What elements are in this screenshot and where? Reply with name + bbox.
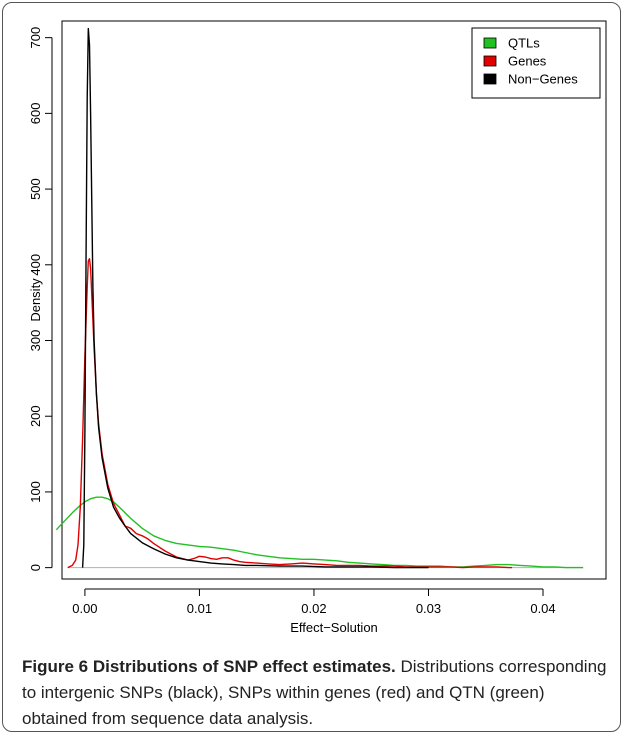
series-layer [55,27,584,569]
y-axis-label: Density [28,278,43,322]
series-line-2 [81,27,429,569]
legend-label-1: Genes [508,54,547,69]
legend-swatch-2 [483,73,497,85]
y-tick-label: 700 [28,27,43,49]
y-tick-label: 100 [28,481,43,503]
figure-caption: Figure 6 Distributions of SNP effect est… [22,654,607,732]
caption-title: Figure 6 Distributions of SNP effect est… [22,657,396,676]
legend-swatch-0 [483,37,497,49]
x-axis-label: Effect−Solution [290,620,378,635]
plot-box [61,20,607,580]
legend-swatch-1 [483,55,497,67]
x-tick-label: 0.04 [530,601,555,616]
x-tick-label: 0.01 [187,601,212,616]
x-axis: 0.00 0.01 0.02 0.03 0.04 [72,588,556,616]
y-tick-label: 600 [28,103,43,125]
x-tick-label: 0.00 [72,601,97,616]
y-axis: 0 100 200 300 400 500 600 700 [28,27,53,571]
y-tick-label: 300 [28,330,43,352]
density-chart: 0.00 0.01 0.02 0.03 0.04 0 100 200 300 400 500 600… [28,20,607,635]
x-tick-label: 0.03 [416,601,441,616]
legend-label-0: QTLs [508,36,540,51]
caption-body: Distributions corresponding to intergeni… [22,657,607,728]
y-tick-label: 400 [28,254,43,276]
legend: QTLs Genes Non−Genes [471,27,601,99]
legend-label-2: Non−Genes [508,72,578,87]
series-line-0 [55,496,584,569]
y-tick-label: 200 [28,405,43,427]
y-tick-label: 500 [28,178,43,200]
x-tick-label: 0.02 [301,601,326,616]
y-tick-label: 0 [28,564,43,571]
series-line-1 [67,258,513,569]
